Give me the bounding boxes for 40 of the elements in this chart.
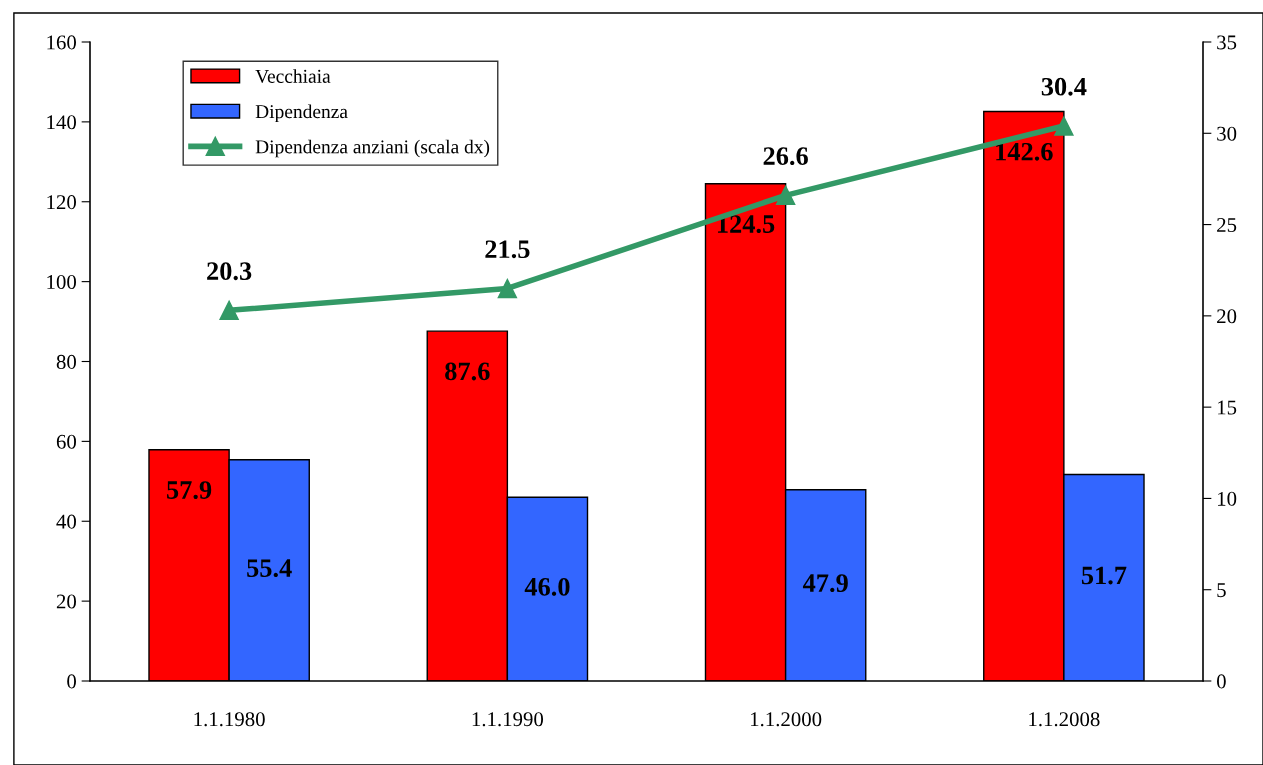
data-label: 30.4 bbox=[1041, 77, 1087, 96]
data-label: 46.0 bbox=[524, 577, 570, 596]
y2-tick-label: 15 bbox=[1218, 400, 1237, 415]
y-tick-label: 80 bbox=[56, 354, 77, 369]
y-tick-label: 160 bbox=[47, 35, 77, 50]
y2-tick-label: 0 bbox=[1216, 674, 1226, 689]
legend-label: Vecchiaia bbox=[255, 69, 331, 83]
y2-tick-label: 10 bbox=[1218, 491, 1237, 506]
y2-tick-label: 30 bbox=[1217, 126, 1237, 141]
y-tick-label: 0 bbox=[67, 674, 77, 689]
y-tick-label: 20 bbox=[56, 594, 77, 609]
y-tick-label: 100 bbox=[47, 275, 77, 290]
y2-tick-label: 5 bbox=[1217, 583, 1226, 598]
x-tick-label: 1.1.2008 bbox=[1029, 712, 1100, 727]
data-label: 87.6 bbox=[445, 362, 490, 381]
y2-tick-label: 25 bbox=[1217, 218, 1237, 232]
data-label: 55.4 bbox=[247, 559, 292, 578]
y2-tick-label: 20 bbox=[1217, 309, 1237, 324]
data-label: 142.6 bbox=[996, 142, 1053, 161]
point bbox=[1054, 116, 1074, 136]
legend-label: Dipendenza anziani (scala dx) bbox=[255, 139, 490, 158]
data-label: 26.6 bbox=[763, 147, 808, 166]
y-tick-label: 120 bbox=[47, 195, 77, 210]
legend-label: Dipendenza bbox=[255, 104, 348, 123]
x-tick-label: 1.1.1980 bbox=[194, 712, 265, 727]
point bbox=[219, 300, 239, 321]
y-tick-label: 40 bbox=[56, 514, 77, 529]
data-label: 20.3 bbox=[207, 262, 252, 281]
data-label: 124.5 bbox=[717, 215, 775, 234]
data-label: 57.9 bbox=[167, 481, 212, 499]
data-label: 51.7 bbox=[1081, 566, 1127, 585]
data-label: 21.5 bbox=[485, 240, 530, 259]
x-tick-label: 1.1.1990 bbox=[472, 712, 544, 727]
y2-tick-label: 35 bbox=[1217, 35, 1237, 50]
point bbox=[775, 185, 796, 206]
x-tick-label: 1.1.2000 bbox=[751, 712, 822, 727]
y-tick-label: 60 bbox=[56, 434, 77, 449]
data-label: 47.9 bbox=[802, 574, 848, 593]
point bbox=[497, 278, 518, 299]
y-tick-label: 140 bbox=[47, 115, 77, 130]
